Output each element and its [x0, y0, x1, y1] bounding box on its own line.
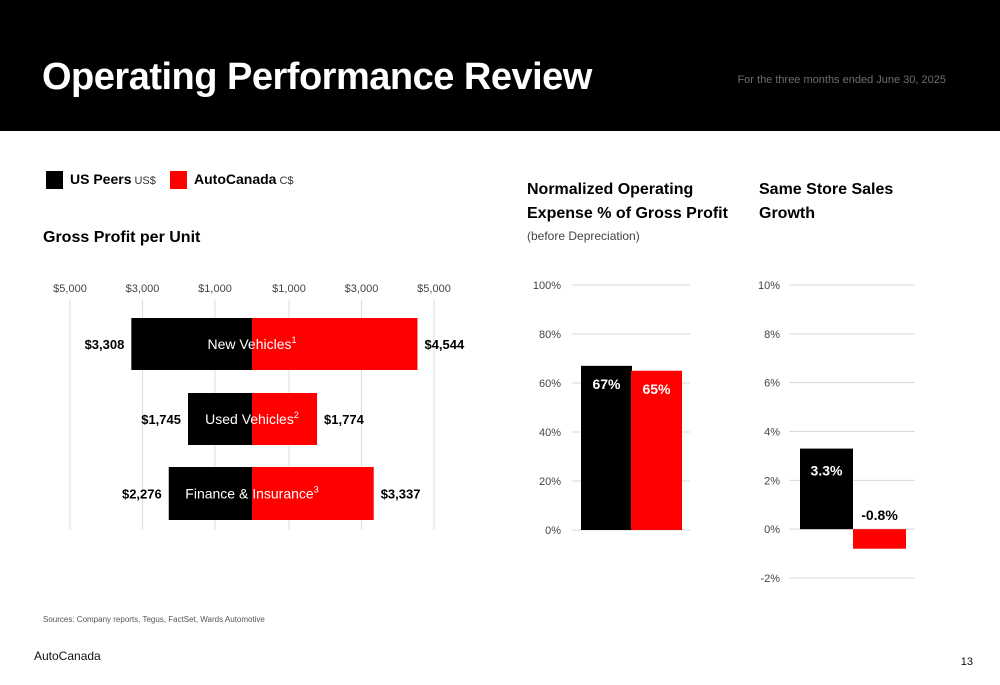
- opex-chart-title-line-1: Normalized Operating: [527, 181, 694, 198]
- opex-value-label-autocanada: 65%: [642, 381, 671, 397]
- page-number: 13: [960, 656, 973, 668]
- gpu-bar-autocanada-finance-and-insurance: [252, 467, 374, 520]
- sssg-tick-label-3: 4%: [764, 427, 780, 439]
- period-label: For the three months ended June 30, 2025: [737, 74, 946, 86]
- opex-bar-autocanada: [631, 370, 682, 530]
- sssg-chart-title: Same Store Sales Growth: [759, 178, 893, 226]
- gpu-category-label-finance-and-insurance: Finance & Insurance3: [185, 485, 318, 502]
- opex-tick-label-1: 20%: [539, 476, 561, 488]
- sources-note: Sources: Company reports, Tegus, FactSet…: [43, 615, 265, 624]
- opex-tick-label-0: 0%: [545, 525, 561, 537]
- legend-label-us-peers: US Peers: [70, 171, 132, 187]
- sssg-chart-title-line-2: Growth: [759, 205, 815, 222]
- sssg-tick-label-5: 8%: [764, 329, 780, 341]
- gpu-value-label-autocanada-finance-and-insurance: $3,337: [381, 487, 421, 502]
- gpu-tick-label-1: $3,000: [126, 283, 160, 295]
- gpu-bar-us-peers-new-vehicles: [131, 318, 252, 370]
- opex-tick-label-2: 40%: [539, 427, 561, 439]
- gpu-tick-label-4: $3,000: [345, 283, 379, 295]
- gpu-bar-autocanada-new-vehicles: [252, 318, 418, 370]
- gpu-tick-label-5: $5,000: [417, 283, 451, 295]
- sssg-value-label-us-peers: 3.3%: [811, 463, 843, 479]
- gpu-value-label-us-peers-new-vehicles: $3,308: [85, 337, 125, 352]
- gross-profit-chart-title: Gross Profit per Unit: [43, 229, 201, 246]
- opex-chart-title-line-2: Expense % of Gross Profit: [527, 205, 728, 222]
- legend-label-autocanada: AutoCanada: [194, 171, 277, 187]
- sssg-chart-title-line-1: Same Store Sales: [759, 181, 894, 198]
- legend-unit-autocanada: C$: [279, 175, 294, 187]
- page-title: Operating Performance Review: [42, 56, 592, 98]
- brand-label: AutoCanada: [34, 649, 101, 663]
- legend-swatch-autocanada: [170, 171, 187, 189]
- gpu-value-label-us-peers-finance-and-insurance: $2,276: [122, 487, 162, 502]
- opex-chart-title: Normalized Operating Expense % of Gross …: [527, 178, 728, 226]
- gpu-tick-label-0: $5,000: [53, 283, 87, 295]
- legend-swatch-us-peers: [46, 171, 63, 189]
- gpu-tick-label-3: $1,000: [272, 283, 306, 295]
- sssg-value-label-autocanada: -0.8%: [861, 507, 898, 523]
- gpu-value-label-autocanada-new-vehicles: $4,544: [424, 337, 465, 352]
- gpu-tick-label-2: $1,000: [198, 283, 232, 295]
- sssg-tick-label-1: 0%: [764, 524, 780, 536]
- gpu-bar-autocanada-used-vehicles: [252, 393, 318, 445]
- header-bar: Operating Performance Review For the thr…: [0, 0, 1000, 131]
- opex-tick-label-3: 60%: [539, 378, 561, 390]
- sssg-bar-us-peers: [800, 448, 853, 530]
- gpu-category-label-new-vehicles: New Vehicles1: [207, 335, 296, 352]
- sssg-tick-label-2: 2%: [764, 475, 780, 487]
- opex-value-label-us-peers: 67%: [592, 376, 621, 392]
- opex-tick-label-4: 80%: [539, 329, 561, 341]
- opex-chart-subtitle: (before Depreciation): [527, 229, 640, 243]
- sssg-tick-label-0: -2%: [760, 573, 780, 585]
- sssg-tick-label-6: 10%: [758, 280, 780, 292]
- gpu-value-label-us-peers-used-vehicles: $1,745: [141, 412, 181, 427]
- gpu-bar-us-peers-used-vehicles: [187, 393, 252, 445]
- gpu-category-label-used-vehicles: Used Vehicles2: [205, 410, 299, 427]
- gpu-bar-us-peers-finance-and-insurance: [168, 467, 252, 520]
- opex-tick-label-5: 100%: [533, 280, 561, 292]
- sssg-bar-autocanada: [853, 529, 906, 549]
- opex-bar-us-peers: [581, 365, 632, 530]
- sssg-tick-label-4: 6%: [764, 378, 780, 390]
- legend-unit-us-peers: US$: [134, 175, 156, 187]
- gpu-value-label-autocanada-used-vehicles: $1,774: [324, 412, 365, 427]
